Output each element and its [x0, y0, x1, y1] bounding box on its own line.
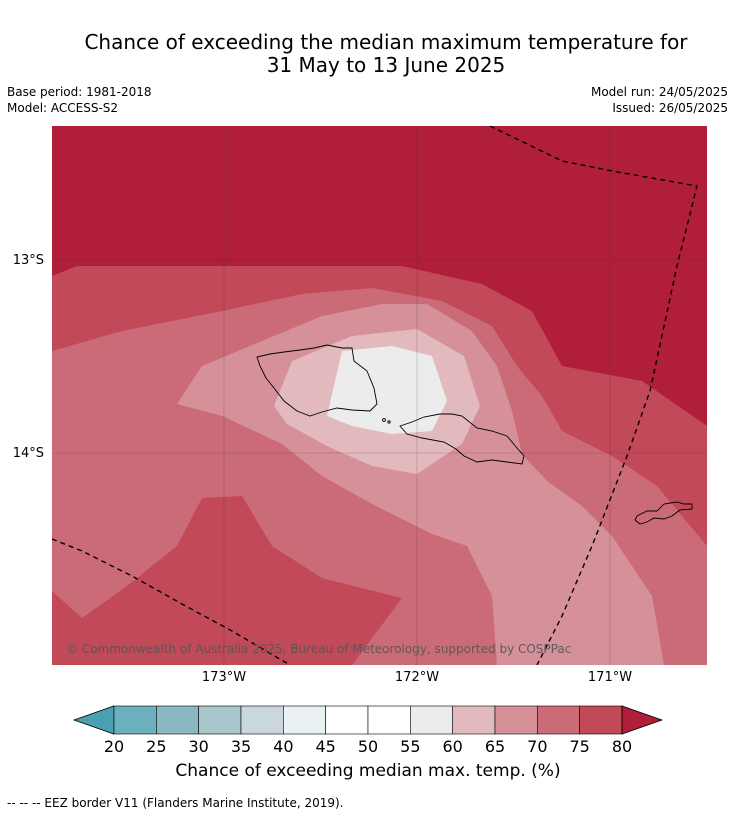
- meta-right: Model run: 24/05/2025 Issued: 26/05/2025: [591, 84, 728, 116]
- colorbar-segment-35-40: [240, 705, 284, 735]
- colorbar-segment-20-25: [113, 705, 157, 735]
- title-line-1: Chance of exceeding the median maximum t…: [84, 30, 688, 54]
- model-run: Model run: 24/05/2025: [590, 85, 728, 99]
- islet-2: [387, 420, 391, 424]
- colorbar-extend-low: [72, 705, 115, 735]
- map-svg: [52, 126, 707, 665]
- base-period: Base period: 1981-2018: [7, 85, 152, 99]
- lon-label-171w: 171°W: [587, 670, 633, 685]
- colorbar-segment-70-75: [537, 705, 580, 735]
- lon-label-172w: 172°W: [394, 670, 440, 685]
- colorbar-tick-label: 75: [569, 737, 590, 756]
- graticule: [52, 126, 707, 665]
- colorbar-tick-label: 60: [442, 737, 463, 756]
- islet-1: [382, 418, 386, 422]
- colorbar-segment-50-55: [367, 705, 411, 735]
- colorbar-tick-label: 45: [315, 737, 336, 756]
- colorbar-svg: [72, 705, 664, 735]
- island-savaii: [256, 344, 378, 417]
- colorbar-tick-label: 25: [146, 737, 167, 756]
- island-upolu: [399, 413, 525, 465]
- title-line-2: 31 May to 13 June 2025: [266, 53, 506, 77]
- colorbar-segment-25-30: [156, 705, 199, 735]
- map: [52, 126, 707, 665]
- eez-border-north-east: [489, 126, 698, 665]
- colorbar-tick-label: 35: [230, 737, 252, 756]
- colorbar-tick-label: 55: [400, 737, 421, 756]
- colorbar-segment-55-60: [410, 705, 453, 735]
- lat-label-13s: 13°S: [12, 253, 44, 268]
- issued-date: Issued: 26/05/2025: [612, 101, 728, 115]
- colorbar-tick-label: 20: [103, 737, 125, 756]
- model-name: Model: ACCESS-S2: [7, 101, 119, 115]
- colorbar-tick-label: 50: [357, 737, 379, 756]
- region-55-60: [327, 346, 447, 434]
- colorbar-segment-60-65: [452, 705, 496, 735]
- colorbar-tick-label: 65: [484, 737, 506, 756]
- colorbar-tick-label: 40: [273, 737, 294, 756]
- lat-label-14s: 14°S: [12, 446, 44, 461]
- colorbar-tick-label: 70: [527, 737, 548, 756]
- lon-label-173w: 173°W: [201, 670, 247, 685]
- island-tutuila: [634, 501, 693, 525]
- colorbar-extend-high: [621, 705, 664, 735]
- meta-left: Base period: 1981-2018 Model: ACCESS-S2: [7, 84, 152, 116]
- colorbar-segment-65-70: [494, 705, 538, 735]
- colorbar-segment-45-50: [325, 705, 369, 735]
- colorbar: [72, 704, 664, 740]
- eez-border: [52, 126, 698, 665]
- colorbar-segment-30-35: [198, 705, 242, 735]
- copyright-notice: © Commonwealth of Australia 2025, Bureau…: [66, 642, 572, 656]
- colorbar-tick-label: 80: [611, 737, 633, 756]
- colorbar-segment-40-45: [283, 705, 326, 735]
- colorbar-label: Chance of exceeding median max. temp. (%…: [175, 761, 561, 781]
- colorbar-segment-75-80: [579, 705, 623, 735]
- eez-footnote: -- -- -- EEZ border V11 (Flanders Marine…: [7, 796, 344, 810]
- coastlines: [256, 344, 693, 525]
- colorbar-tick-label: 30: [188, 737, 209, 756]
- chart-title: Chance of exceeding the median maximum t…: [40, 31, 732, 77]
